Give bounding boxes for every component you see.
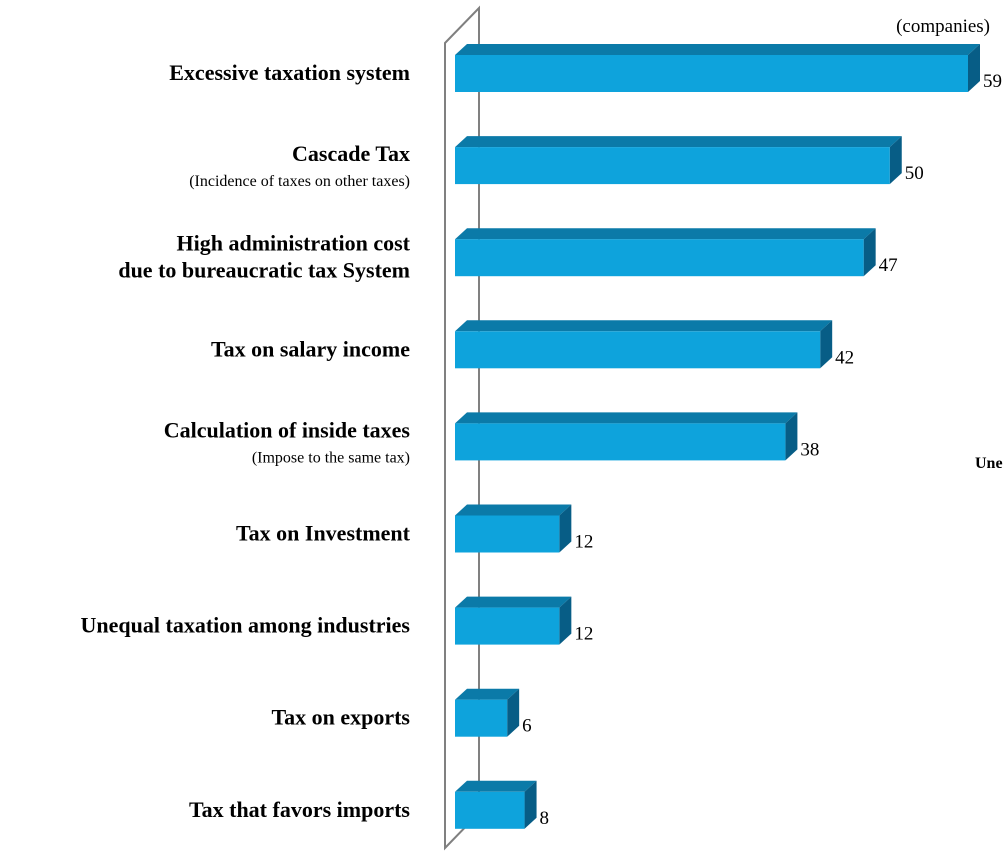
bar-side-face <box>820 320 833 369</box>
bar-side-face <box>889 136 902 185</box>
value-label: 12 <box>574 532 593 553</box>
clipped-side-label: Une <box>975 455 1003 472</box>
category-label: Tax on Investment <box>236 521 411 546</box>
category-label: Tax that favors imports <box>189 797 410 822</box>
category-label: due to bureaucratic tax System <box>118 258 410 283</box>
value-label: 50 <box>905 163 924 184</box>
bar-side-face <box>524 780 537 829</box>
category-label: Unequal taxation among industries <box>81 613 411 638</box>
bar <box>455 320 833 369</box>
value-label: 38 <box>800 439 819 460</box>
bar-top-face <box>455 596 572 608</box>
bar-side-face <box>863 228 876 277</box>
bar <box>455 596 572 645</box>
bar-top-face <box>455 412 798 424</box>
bar-top-face <box>455 136 902 148</box>
bars-group <box>455 44 980 829</box>
category-label: High administration cost <box>177 231 411 256</box>
category-label: Cascade Tax <box>292 141 410 166</box>
bar <box>455 688 520 737</box>
bar-side-face <box>785 412 798 461</box>
category-label: Tax on salary income <box>211 336 410 361</box>
bar-side-face <box>559 596 572 645</box>
bar-front-face <box>455 423 786 461</box>
bar-top-face <box>455 228 876 240</box>
bar-front-face <box>455 699 508 737</box>
bar-top-face <box>455 44 980 55</box>
bar <box>455 504 572 553</box>
bar-front-face <box>455 515 560 553</box>
value-label: 6 <box>522 716 532 737</box>
value-labels-group: 59 50 47 42 38 12 12 6 8 <box>522 71 1002 829</box>
value-label: 59 <box>983 71 1002 92</box>
bar-front-face <box>455 239 864 277</box>
bar-side-face <box>968 44 980 92</box>
bar <box>455 780 537 829</box>
bar <box>455 44 980 92</box>
bar-top-face <box>455 688 520 700</box>
bar-front-face <box>455 55 968 92</box>
bar-top-face <box>455 780 537 792</box>
category-label: Excessive taxation system <box>169 60 410 85</box>
bar-side-face <box>559 504 572 553</box>
category-labels-group: Excessive taxation system Cascade Tax (Inc… <box>81 60 411 822</box>
bar-front-face <box>455 607 560 645</box>
category-label: Tax on exports <box>271 705 410 730</box>
value-label: 42 <box>835 347 854 368</box>
category-note: (Impose to the same tax) <box>252 449 410 466</box>
bar <box>455 412 798 461</box>
unit-label: (companies) <box>896 16 990 37</box>
bar-front-face <box>455 147 890 185</box>
bar <box>455 228 876 277</box>
bar <box>455 136 902 185</box>
category-note: (Incidence of taxes on other taxes) <box>189 173 410 190</box>
bar-front-face <box>455 331 821 369</box>
bar-top-face <box>455 320 833 332</box>
value-label: 8 <box>540 808 550 829</box>
value-label: 47 <box>879 255 898 276</box>
bar-top-face <box>455 504 572 516</box>
bar-front-face <box>455 791 525 829</box>
value-label: 12 <box>574 624 593 645</box>
bar-side-face <box>507 688 520 737</box>
category-label: Calculation of inside taxes <box>164 417 411 442</box>
